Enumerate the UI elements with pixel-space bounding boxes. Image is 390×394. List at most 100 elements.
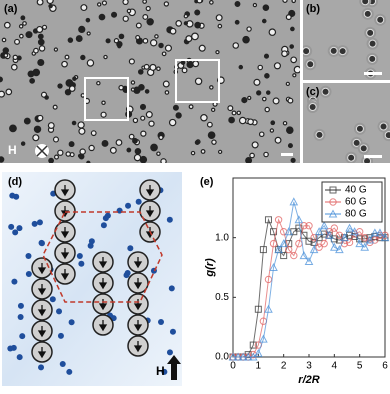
particle [290, 26, 295, 32]
particle [78, 153, 85, 160]
particle [134, 148, 142, 155]
particle [148, 120, 155, 127]
particle [86, 160, 91, 163]
particle [210, 107, 216, 113]
particle [144, 89, 150, 94]
marker [279, 239, 289, 248]
x-tick-label: 4 [332, 361, 338, 372]
marker [305, 237, 313, 245]
particle [140, 115, 146, 121]
particle [384, 131, 390, 140]
legend-label: 60 G [345, 197, 367, 208]
chart: 0 1 2 3 4 5 6 0.0 0.5 1.0 r/2R g(r) 40 G60 G80 G [204, 177, 390, 386]
particle [289, 44, 295, 49]
zoom-box [84, 77, 129, 121]
particle [287, 97, 294, 104]
particle [282, 0, 288, 3]
legend-marker [328, 209, 338, 218]
small-particle [17, 313, 24, 320]
marker [314, 227, 324, 236]
particles [303, 0, 387, 80]
moment-arrow [133, 278, 143, 290]
particle [286, 126, 294, 134]
marker [315, 243, 323, 251]
particle [0, 76, 3, 83]
particle [175, 20, 183, 27]
particle [14, 38, 21, 45]
marker [274, 245, 283, 254]
particle [53, 47, 59, 52]
particle [18, 33, 24, 39]
zoom-box [175, 59, 220, 103]
marker [375, 228, 385, 237]
particle [122, 0, 129, 6]
marker [290, 251, 298, 260]
particle [194, 21, 201, 29]
particle [53, 154, 60, 160]
particle [194, 77, 203, 86]
marker [346, 231, 354, 239]
particle [64, 88, 72, 96]
schematic-content [7, 179, 176, 375]
particle [145, 5, 151, 12]
marker [340, 233, 349, 242]
y-axis-label: g(r) [204, 258, 216, 278]
particle [41, 24, 48, 30]
moment-arrow [133, 257, 143, 269]
particle [168, 118, 177, 127]
particles [306, 85, 390, 163]
particle [241, 97, 248, 104]
particle [192, 60, 200, 68]
legend-marker [329, 186, 337, 194]
particle [161, 51, 167, 57]
particle [242, 35, 250, 44]
particle [285, 81, 291, 87]
moment-arrow [98, 320, 108, 332]
marker [274, 216, 283, 224]
particle [274, 136, 282, 144]
small-particle [88, 238, 95, 245]
particle [172, 104, 179, 111]
particle [98, 13, 106, 21]
particle [245, 157, 253, 163]
particle [101, 100, 106, 106]
particle [156, 151, 161, 156]
particle [368, 54, 377, 63]
particle [158, 134, 164, 141]
particle [78, 25, 86, 34]
particle [18, 24, 24, 29]
legend-label: 80 G [345, 209, 367, 220]
particle [71, 120, 77, 126]
small-particle [68, 319, 75, 326]
particle [209, 85, 214, 90]
particle [132, 137, 138, 144]
small-particle [102, 215, 109, 222]
particle [128, 58, 135, 65]
marker [304, 256, 314, 266]
particle [217, 23, 223, 29]
particle [130, 80, 136, 85]
particle [366, 28, 375, 37]
particle [363, 157, 372, 163]
small-particle [8, 223, 15, 230]
particle [376, 15, 385, 24]
particle [228, 116, 235, 124]
particle [65, 79, 74, 87]
particle [29, 78, 35, 84]
particle [139, 155, 148, 163]
particle [146, 18, 154, 26]
moment-arrow [98, 257, 108, 269]
particle [103, 54, 108, 60]
marker [299, 251, 309, 260]
particle [200, 149, 206, 154]
particle [287, 143, 293, 149]
marker [305, 222, 313, 230]
particle [329, 46, 338, 55]
particle [183, 13, 189, 19]
marker [289, 197, 299, 206]
particle [85, 17, 91, 23]
particle [162, 80, 170, 88]
particle [88, 144, 95, 152]
particle [253, 78, 261, 86]
